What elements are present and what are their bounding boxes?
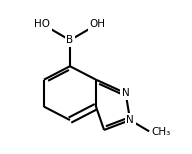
Text: OH: OH [90, 19, 106, 29]
Text: CH₃: CH₃ [152, 127, 171, 137]
Text: B: B [66, 35, 74, 45]
Text: HO: HO [34, 19, 50, 29]
Text: N: N [126, 115, 134, 125]
Text: N: N [122, 88, 129, 98]
